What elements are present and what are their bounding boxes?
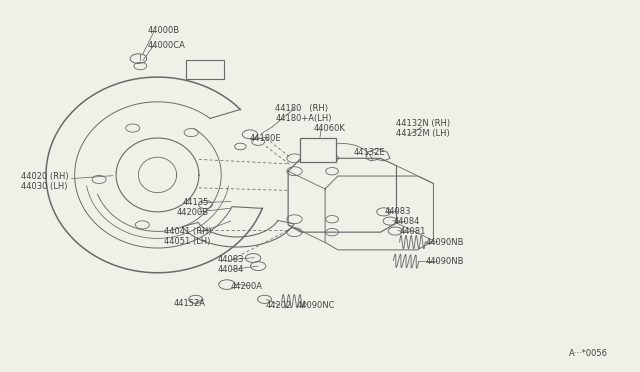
- Text: 44041 (RH): 44041 (RH): [164, 227, 211, 235]
- Text: A···*0056: A···*0056: [568, 350, 607, 359]
- Text: 44200B: 44200B: [177, 208, 209, 217]
- Text: 44132M (LH): 44132M (LH): [396, 129, 450, 138]
- Text: 44200A: 44200A: [231, 282, 263, 291]
- Text: 44132E: 44132E: [354, 148, 385, 157]
- Text: 44135: 44135: [183, 198, 209, 207]
- Text: 44152A: 44152A: [173, 299, 205, 308]
- Text: 44180+A(LH): 44180+A(LH): [275, 114, 332, 123]
- Text: 44051 (LH): 44051 (LH): [164, 237, 211, 246]
- Text: 44202: 44202: [266, 301, 292, 311]
- Bar: [300, 138, 336, 162]
- Text: 44090NB: 44090NB: [425, 257, 463, 266]
- Text: 44090NB: 44090NB: [425, 238, 463, 247]
- Text: 44060K: 44060K: [314, 124, 346, 133]
- Text: 44020 (RH): 44020 (RH): [20, 172, 68, 181]
- Text: 44180E: 44180E: [250, 134, 282, 142]
- Bar: [186, 61, 225, 79]
- Text: 44180   (RH): 44180 (RH): [275, 104, 328, 113]
- Text: 44000B: 44000B: [148, 26, 180, 35]
- Text: 44084: 44084: [394, 217, 420, 226]
- Text: 44132N (RH): 44132N (RH): [396, 119, 451, 128]
- Text: 44000CA: 44000CA: [148, 41, 186, 50]
- Text: 44090NC: 44090NC: [296, 301, 335, 311]
- Text: 44081: 44081: [399, 227, 426, 236]
- Text: 44083: 44083: [218, 255, 244, 264]
- Text: 44084: 44084: [218, 265, 244, 274]
- Text: 44030 (LH): 44030 (LH): [20, 182, 67, 191]
- Text: 44083: 44083: [385, 207, 412, 217]
